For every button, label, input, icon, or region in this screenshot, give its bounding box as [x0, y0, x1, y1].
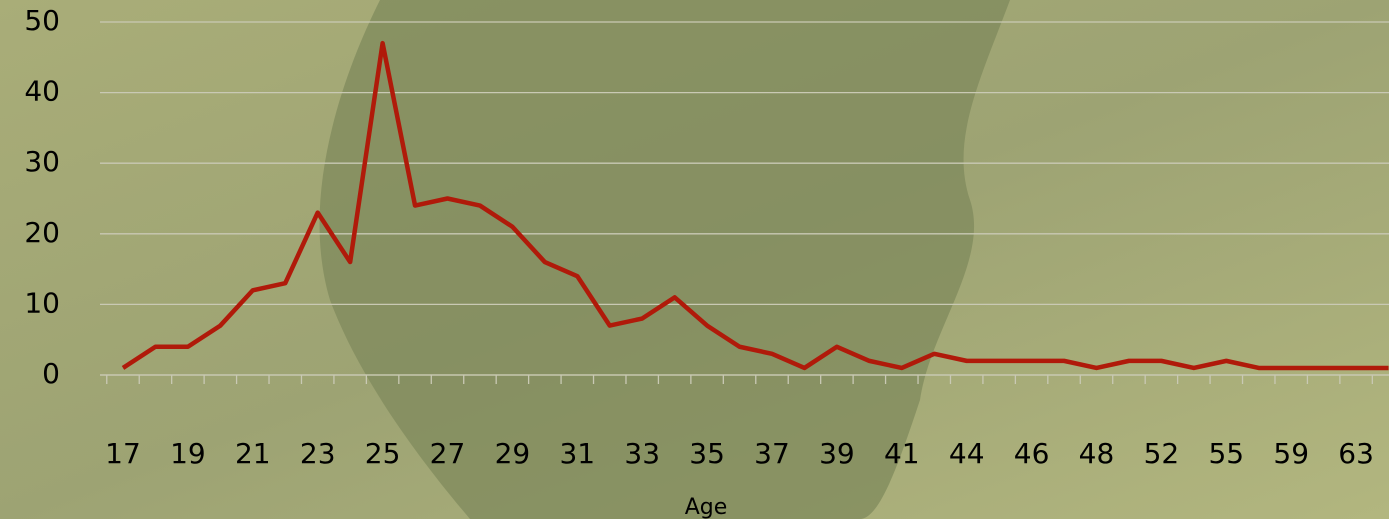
x-tick-label: 41 [884, 437, 920, 470]
x-tick-label: 17 [105, 437, 141, 470]
x-axis-label: Age [685, 495, 728, 519]
x-tick-label: 63 [1338, 437, 1374, 470]
x-tick-label: 48 [1079, 437, 1115, 470]
x-tick-label: 35 [689, 437, 725, 470]
x-tick-label: 52 [1144, 437, 1180, 470]
x-tick-label: 19 [170, 437, 206, 470]
x-tick-label: 59 [1273, 437, 1309, 470]
x-tick-label: 39 [819, 437, 855, 470]
x-tick-label: 21 [235, 437, 271, 470]
x-tick-label: 44 [949, 437, 985, 470]
y-tick-label: 20 [24, 216, 60, 249]
x-tick-label: 25 [365, 437, 401, 470]
x-tick-label: 37 [754, 437, 790, 470]
leaf-shadow [319, 0, 1010, 519]
x-tick-label: 27 [430, 437, 466, 470]
x-tick-label: 33 [624, 437, 660, 470]
y-tick-label: 10 [24, 286, 60, 319]
y-tick-label: 50 [24, 4, 60, 37]
line-series [121, 40, 1389, 371]
y-tick-label: 30 [24, 145, 60, 178]
x-tick-label: 31 [559, 437, 595, 470]
y-tick-label: 40 [24, 75, 60, 108]
x-tick-label: 46 [1014, 437, 1050, 470]
x-tick-label: 29 [495, 437, 531, 470]
x-tick-label: 23 [300, 437, 336, 470]
y-tick-label: 0 [42, 357, 60, 390]
x-tick-label: 55 [1208, 437, 1244, 470]
